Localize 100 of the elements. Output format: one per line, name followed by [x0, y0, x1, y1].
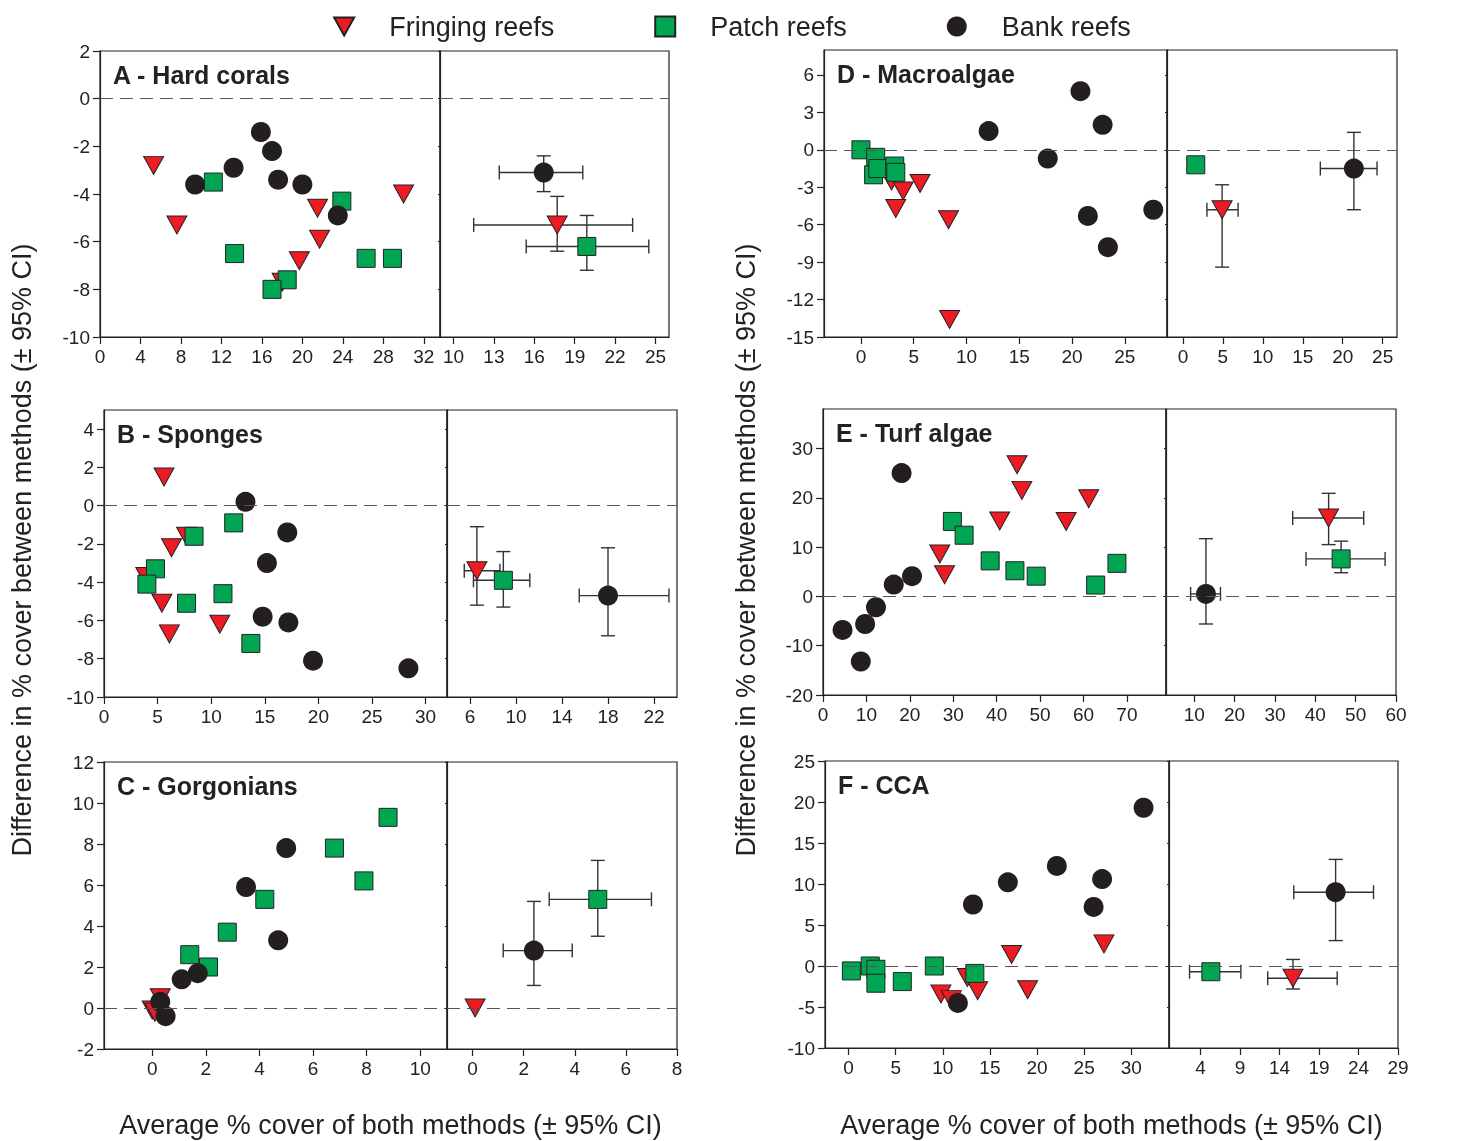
point: [885, 198, 907, 218]
y-tick-label: 4: [83, 418, 95, 440]
x-tick-label: 4: [254, 1058, 266, 1079]
y-tick-label: 0: [803, 139, 814, 161]
point: [909, 174, 931, 194]
y-tick-label: 10: [72, 792, 94, 814]
point: [236, 877, 257, 898]
y-tick-label: 25: [793, 750, 815, 772]
point: [865, 597, 886, 618]
chart-title: B - Sponges: [117, 419, 263, 448]
x-tick-label: 10: [1183, 704, 1205, 725]
x-tick-label: 30: [1264, 704, 1286, 725]
point: [1005, 561, 1025, 581]
point: [307, 198, 329, 218]
y-tick-label: 30: [791, 437, 813, 459]
point: [1143, 199, 1164, 220]
x-tick-label: 10: [200, 706, 222, 727]
x-tick-label: 10: [505, 706, 527, 727]
x-tick-label: 0: [98, 706, 110, 727]
point: [393, 184, 415, 204]
x-tick-label: 8: [361, 1058, 372, 1079]
x-tick-label: 25: [361, 706, 383, 727]
point: [217, 922, 237, 942]
x-tick-label: 19: [564, 346, 586, 367]
x-tick-label: 0: [146, 1058, 158, 1079]
y-tick-label: -10: [66, 686, 94, 708]
point: [1026, 566, 1046, 586]
point: [1092, 869, 1113, 890]
y-tick-label: 2: [79, 40, 90, 62]
y-tick-label: -3: [797, 176, 814, 198]
x-tick-label: 70: [1116, 704, 1138, 725]
point: [934, 565, 956, 585]
x-tick-label: 24: [332, 346, 354, 367]
x-tick-label: 10: [932, 1057, 954, 1078]
x-tick-label: 22: [643, 706, 665, 727]
point: [171, 969, 192, 990]
x-tick-label: 50: [1029, 704, 1051, 725]
x-tick-label: 28: [372, 346, 394, 367]
x-tick-label: 16: [523, 346, 545, 367]
x-tick-label: 0: [467, 1058, 478, 1079]
x-axis-title: Average % cover of both methods (± 95% CI): [119, 1109, 662, 1141]
point: [855, 614, 876, 634]
point: [303, 650, 324, 671]
point: [1092, 114, 1113, 135]
x-tick-label: 30: [942, 704, 964, 725]
point: [1070, 81, 1091, 102]
point: [1133, 797, 1154, 818]
x-tick-label: 5: [908, 346, 919, 367]
x-tick-label: 0: [843, 1057, 854, 1078]
x-tick-label: 50: [1345, 704, 1367, 725]
point: [378, 807, 398, 827]
point: [225, 244, 245, 264]
x-tick-label: 8: [175, 346, 187, 367]
y-tick-label: -2: [73, 135, 90, 157]
point: [177, 593, 197, 613]
x-tick-label: 0: [817, 704, 829, 725]
x-tick-label: 5: [1217, 346, 1229, 367]
point: [1077, 205, 1098, 226]
point: [947, 992, 968, 1013]
x-tick-label: 13: [483, 346, 505, 367]
point: [166, 215, 188, 235]
x-tick-label: 25: [1372, 346, 1394, 367]
point: [841, 961, 861, 981]
x-tick-label: 32: [413, 346, 435, 367]
x-tick-label: 6: [464, 706, 476, 727]
x-tick-label: 14: [551, 706, 573, 727]
point: [356, 248, 376, 268]
x-tick-label: 20: [1026, 1057, 1048, 1078]
x-tick-label: 18: [597, 706, 619, 727]
x-tick-label: 20: [307, 706, 329, 727]
point: [939, 310, 961, 330]
y-tick-label: 6: [83, 874, 94, 896]
point: [1046, 855, 1067, 876]
point: [158, 624, 180, 644]
point: [187, 963, 208, 984]
x-tick-label: 0: [1177, 346, 1189, 367]
y-tick-label: 0: [802, 585, 813, 607]
y-tick-label: 0: [804, 955, 815, 977]
point: [288, 251, 310, 271]
point: [1001, 945, 1023, 965]
x-tick-label: 20: [1332, 346, 1354, 367]
point: [354, 871, 374, 891]
y-tick-label: -8: [73, 278, 90, 300]
y-tick-label: 0: [79, 88, 90, 110]
point: [250, 122, 271, 143]
point: [151, 593, 173, 613]
point: [292, 174, 313, 195]
point: [866, 973, 886, 993]
x-tick-label: 60: [1385, 704, 1407, 725]
point: [1097, 237, 1118, 258]
point: [277, 522, 298, 543]
point: [1093, 934, 1115, 954]
x-tick-label: 22: [604, 346, 626, 367]
y-tick-label: -5: [798, 996, 815, 1018]
x-tick-label: 25: [644, 346, 667, 367]
x-tick-label: 40: [986, 704, 1008, 725]
x-tick-label: 29: [1387, 1057, 1409, 1078]
y-axis-title: Difference in % cover between methods (± 95% CI): [730, 242, 762, 857]
point: [965, 963, 985, 983]
x-tick-label: 10: [1252, 346, 1274, 367]
